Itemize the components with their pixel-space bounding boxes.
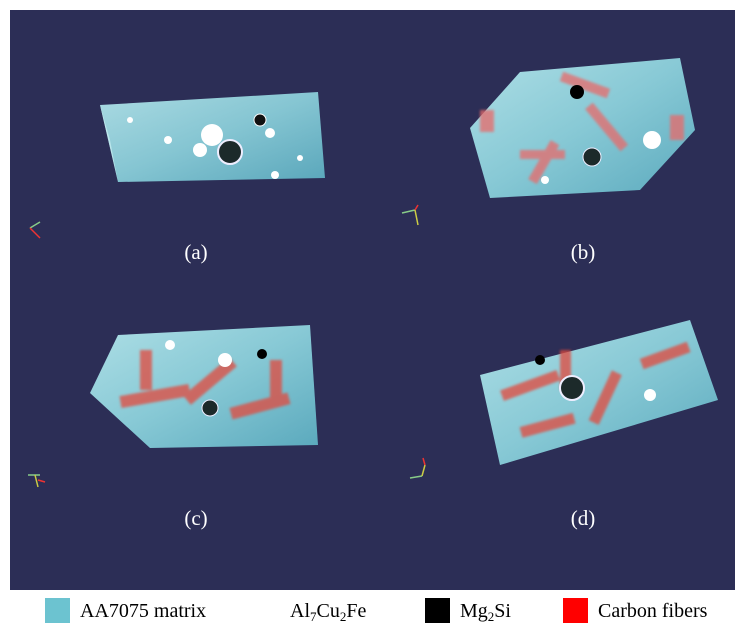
render-a (100, 92, 325, 182)
panel-label: (c) (184, 506, 207, 530)
legend-label-part: Al (290, 600, 310, 622)
legend: AA7075 matrix Al7Cu2Fe Mg2Si Carbon fibers (45, 598, 708, 624)
panel-label: (b) (571, 240, 596, 264)
legend-swatch (45, 598, 70, 623)
legend-label-part: Fe (346, 600, 366, 622)
figure: (a) (b) (c) (d) AA7075 matrix Al7Cu2Fe Mg2Si C… (0, 0, 745, 640)
legend-label-part: Cu (317, 600, 340, 622)
legend-label-part: Si (494, 600, 511, 622)
panel-label: (a) (184, 240, 207, 264)
legend-label: AA7075 matrix (80, 600, 206, 622)
legend-label: Al7Cu2Fe (290, 600, 366, 624)
legend-label: Carbon fibers (598, 600, 708, 622)
legend-swatch (255, 598, 280, 623)
legend-label-part: Mg (460, 600, 488, 622)
legend-swatch (563, 598, 588, 623)
legend-label: Mg2Si (460, 600, 511, 624)
legend-swatch (425, 598, 450, 623)
panel-label: (d) (571, 506, 596, 530)
legend-label-part: Carbon fibers (598, 600, 708, 622)
legend-label-part: AA7075 matrix (80, 600, 206, 622)
